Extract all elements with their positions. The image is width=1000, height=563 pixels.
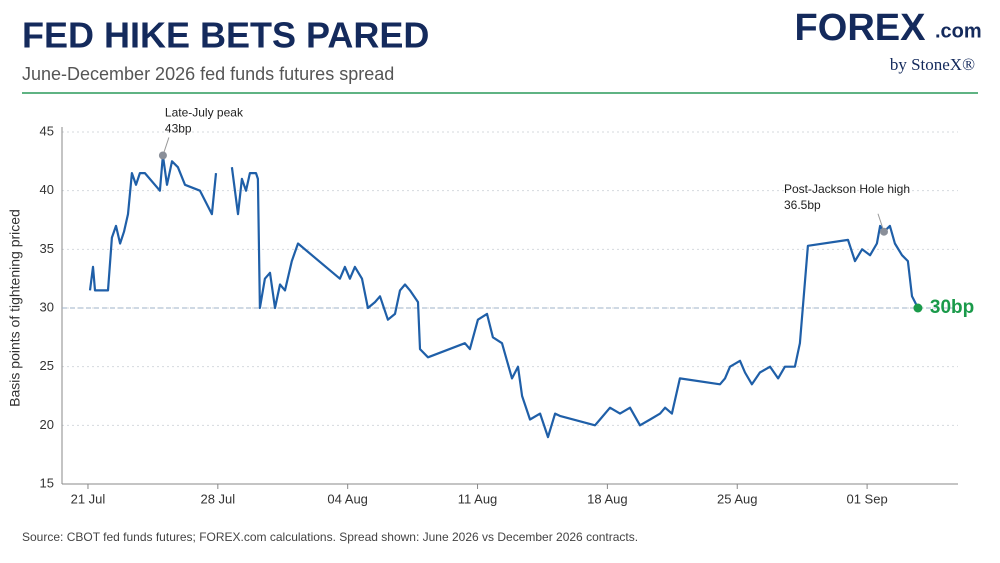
x-tick-label: 21 Jul <box>71 491 106 506</box>
x-tick-label: 01 Sep <box>846 491 887 506</box>
x-tick-label: 28 Jul <box>200 491 235 506</box>
logo-suffix: .com <box>935 20 982 42</box>
y-tick-label: 40 <box>40 182 54 197</box>
y-tick-label: 15 <box>40 475 54 490</box>
logo-byline: by StoneX® <box>890 55 975 74</box>
x-tick-label: 18 Aug <box>587 491 628 506</box>
y-axis-label: Basis points of tightening priced <box>7 209 23 407</box>
y-tick-label: 35 <box>40 241 54 256</box>
annotation-label: Post-Jackson Hole high <box>784 182 910 196</box>
y-tick-label: 45 <box>40 123 54 138</box>
x-tick-label: 04 Aug <box>327 491 368 506</box>
x-tick-label: 25 Aug <box>717 491 758 506</box>
x-tick-label: 11 Aug <box>458 491 498 506</box>
annotation-marker <box>879 227 888 236</box>
annotation-marker <box>158 151 167 160</box>
chart-subtitle: June-December 2026 fed funds futures spr… <box>22 64 394 84</box>
annotation-label: Late-July peak <box>165 106 244 120</box>
y-tick-label: 20 <box>40 417 54 432</box>
chart-title: FED HIKE BETS PARED <box>22 15 429 56</box>
end-marker <box>913 303 923 313</box>
end-label: 30bp <box>930 297 974 318</box>
data-line <box>88 154 919 439</box>
y-tick-label: 30 <box>40 299 54 314</box>
annotation-value: 36.5bp <box>784 198 821 212</box>
logo-brand: FOREX <box>795 7 927 49</box>
y-tick-label: 25 <box>40 358 54 373</box>
source-note: Source: CBOT fed funds futures; FOREX.co… <box>22 530 638 544</box>
annotation-value: 43bp <box>165 122 192 136</box>
